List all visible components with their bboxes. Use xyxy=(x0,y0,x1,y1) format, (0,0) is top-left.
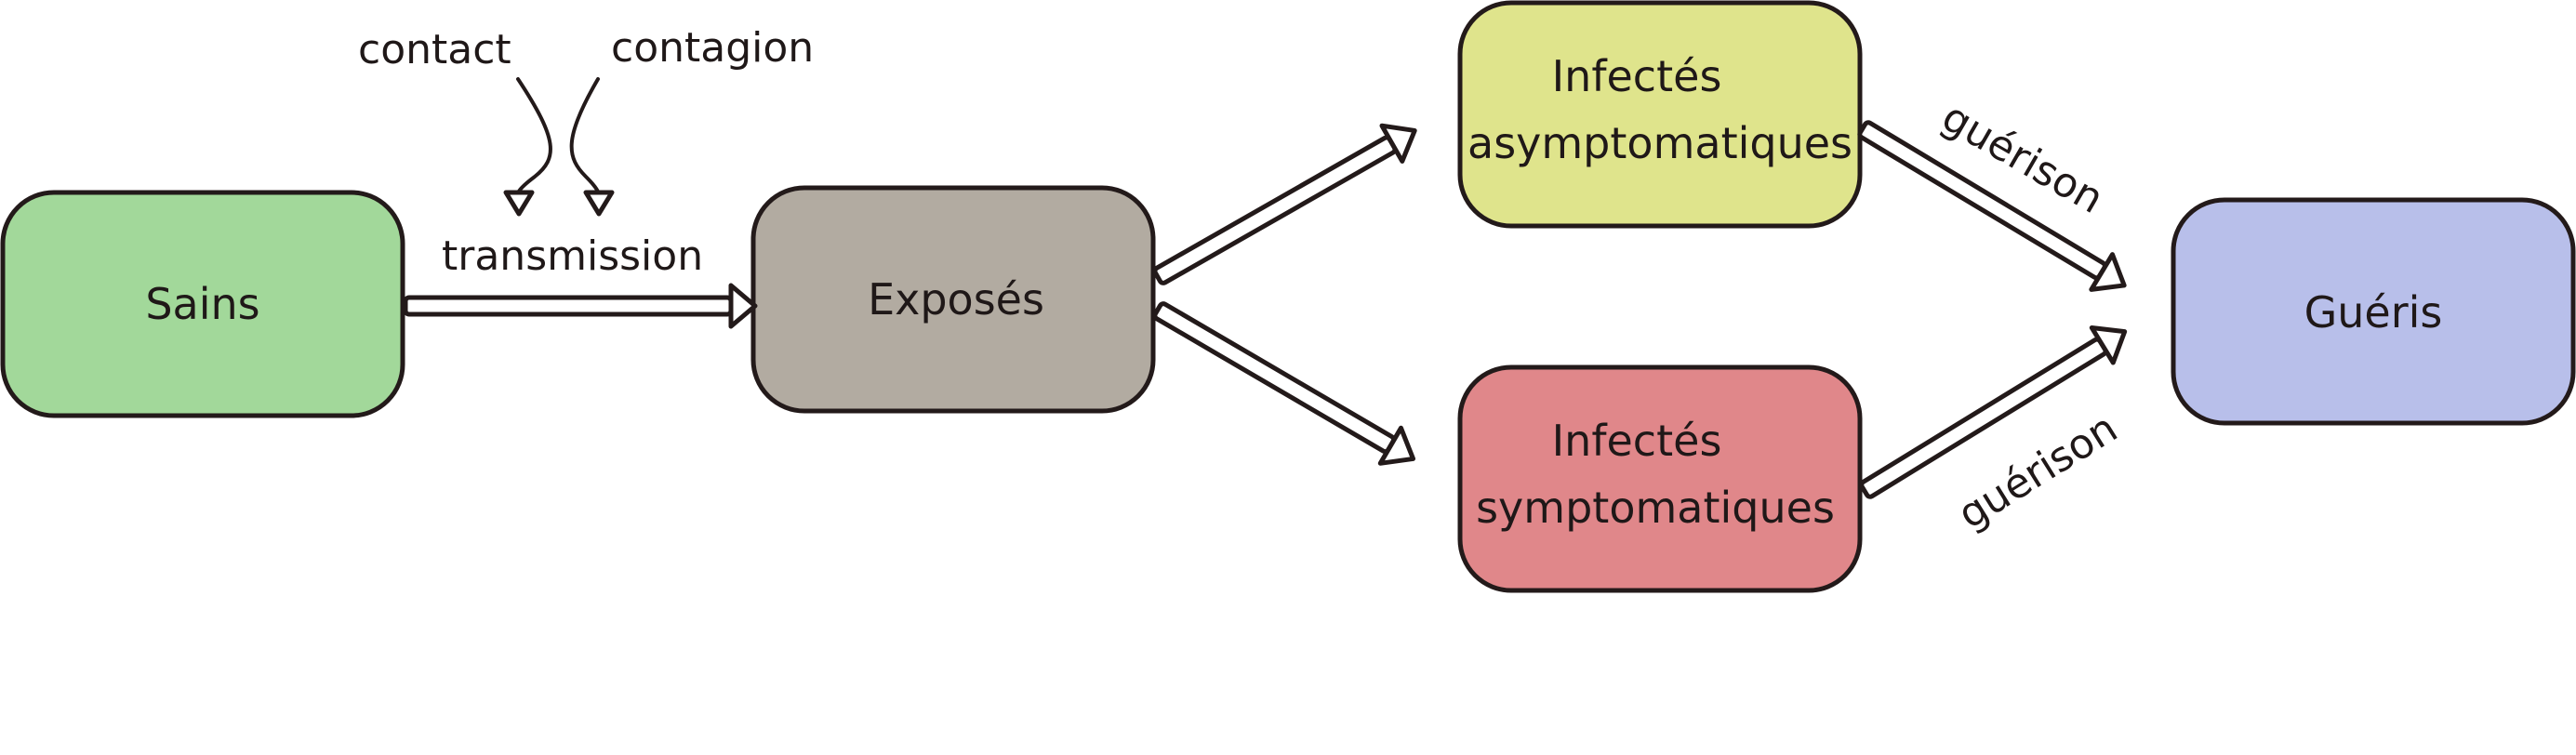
node-symptomatiques-line1: Infectés xyxy=(1552,416,1722,466)
node-symptomatiques-line2: symptomatiques xyxy=(1476,483,1835,533)
node-asymptomatiques-line2: asymptomatiques xyxy=(1467,118,1852,168)
edge-symptomatiques-to-gueris xyxy=(1859,325,2128,499)
node-exposes-label: Exposés xyxy=(868,274,1044,325)
contagion-influence-arrow xyxy=(569,77,615,217)
edge-asymptomatiques-to-gueris xyxy=(1857,120,2127,292)
node-asymptomatiques-line1: Infectés xyxy=(1552,51,1722,101)
edge-exposes-to-symptomatiques xyxy=(1152,301,1416,466)
label-guerison-top: guérison xyxy=(1934,93,2112,223)
node-sains-label: Sains xyxy=(145,279,259,329)
contact-influence-arrow xyxy=(503,77,552,217)
label-transmission: transmission xyxy=(442,232,703,280)
edge-exposes-to-asymptomatiques xyxy=(1152,123,1417,285)
node-infectes-asymptomatiques: Infectés asymptomatiques xyxy=(1457,0,1863,229)
node-gueris: Guéris xyxy=(2171,197,2576,426)
node-sains: Sains xyxy=(0,190,405,418)
node-gueris-label: Guéris xyxy=(2304,287,2443,338)
edge-sains-to-exposes xyxy=(403,283,758,329)
node-infectes-symptomatiques: Infectés symptomatiques xyxy=(1457,364,1863,593)
label-contact: contact xyxy=(358,26,511,73)
node-exposes: Exposés xyxy=(750,185,1156,414)
label-contagion: contagion xyxy=(611,24,814,72)
